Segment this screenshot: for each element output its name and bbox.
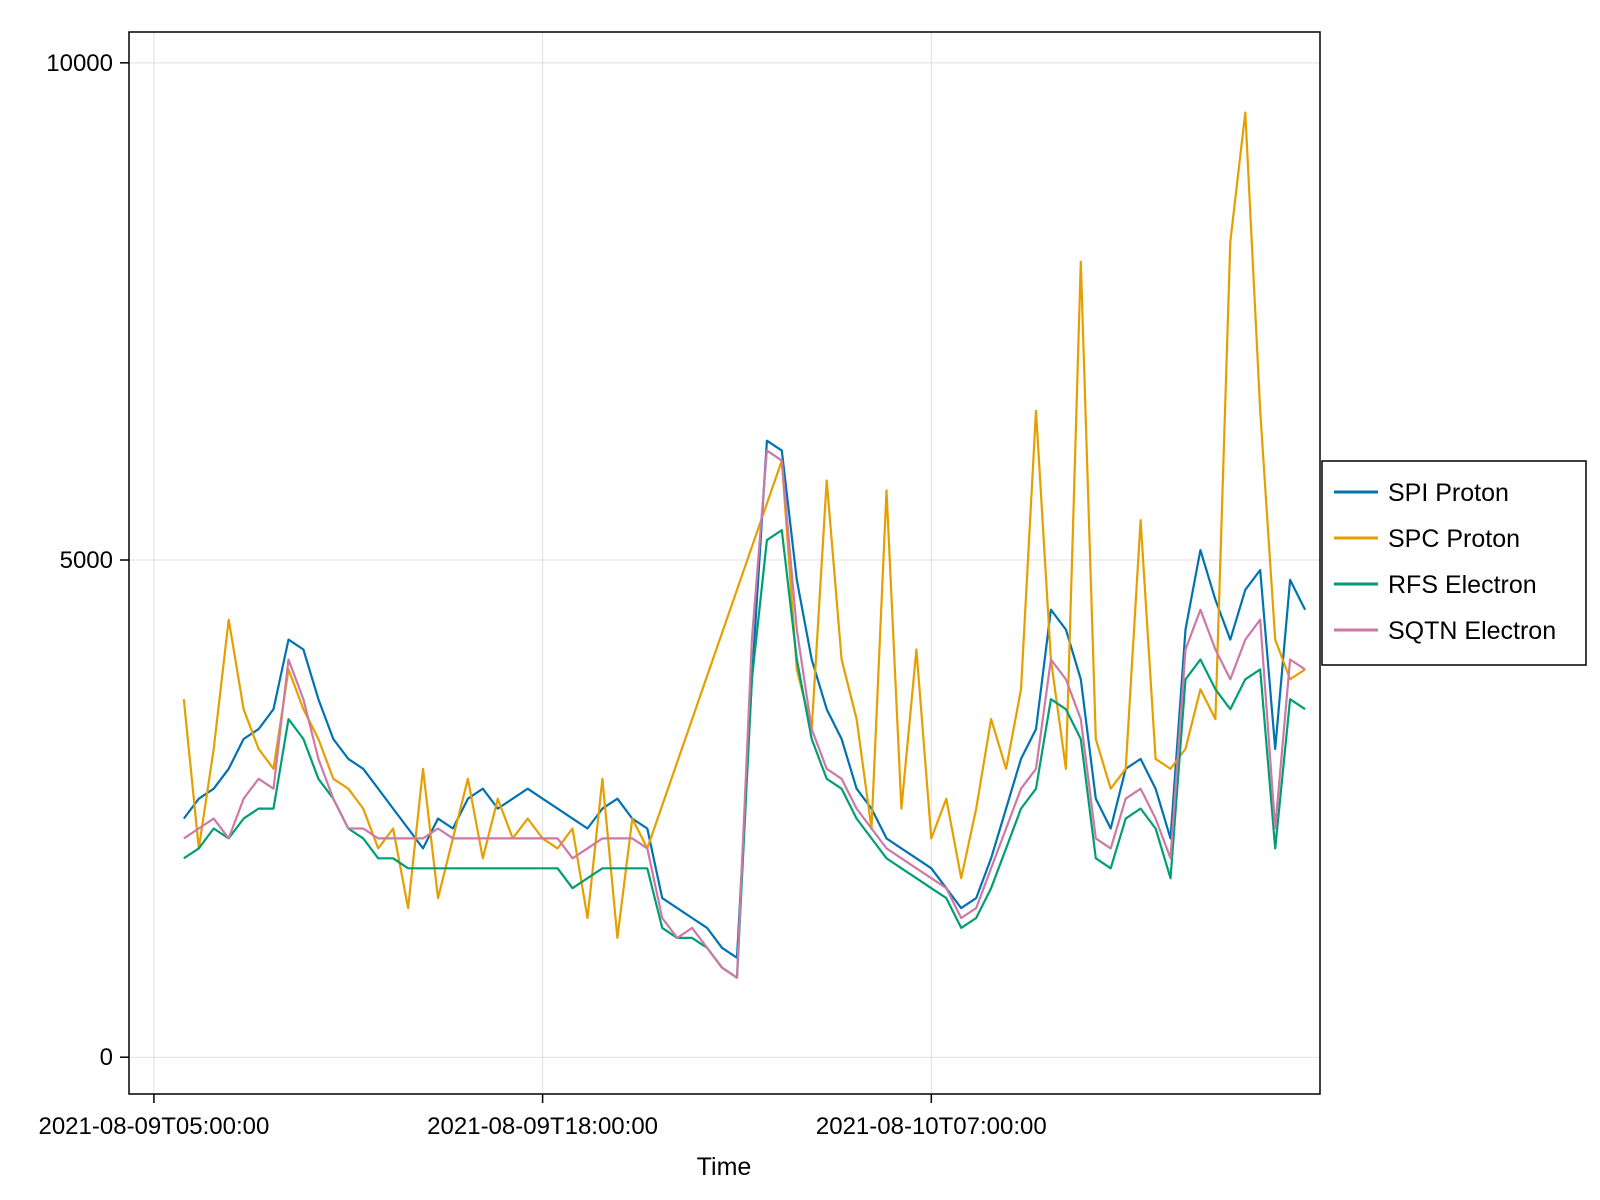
legend-label-spi-proton: SPI Proton (1388, 479, 1509, 507)
legend-label-sqtn-electron: SQTN Electron (1388, 617, 1556, 645)
x-tick-label-0: 2021-08-09T05:00:00 (38, 1113, 269, 1140)
legend-items: SPI Proton SPC Proton RFS Electron SQTN Ele… (1334, 479, 1556, 645)
legend: SPI Proton SPC Proton RFS Electron SQTN Ele… (1321, 460, 1587, 666)
y-axis: 0 5000 10000 (46, 50, 129, 1071)
legend-label-rfs-electron: RFS Electron (1388, 571, 1537, 599)
y-tick-label-2: 10000 (46, 50, 113, 77)
series-layer (182, 111, 1307, 979)
x-axis-title: Time (697, 1153, 752, 1181)
grid-lines (129, 32, 1320, 1094)
y-tick-label-0: 0 (100, 1044, 113, 1071)
x-axis: 2021-08-09T05:00:00 2021-08-09T18:00:00 20… (38, 1094, 1047, 1140)
x-tick-label-1: 2021-08-09T18:00:00 (427, 1113, 658, 1140)
plot-frame (128, 31, 1321, 1095)
y-tick-label-1: 5000 (60, 547, 113, 574)
x-tick-label-2: 2021-08-10T07:00:00 (816, 1113, 1047, 1140)
series-line-spi-proton (182, 439, 1307, 959)
legend-label-spc-proton: SPC Proton (1388, 525, 1520, 553)
series-line-sqtn-electron (183, 449, 1306, 979)
